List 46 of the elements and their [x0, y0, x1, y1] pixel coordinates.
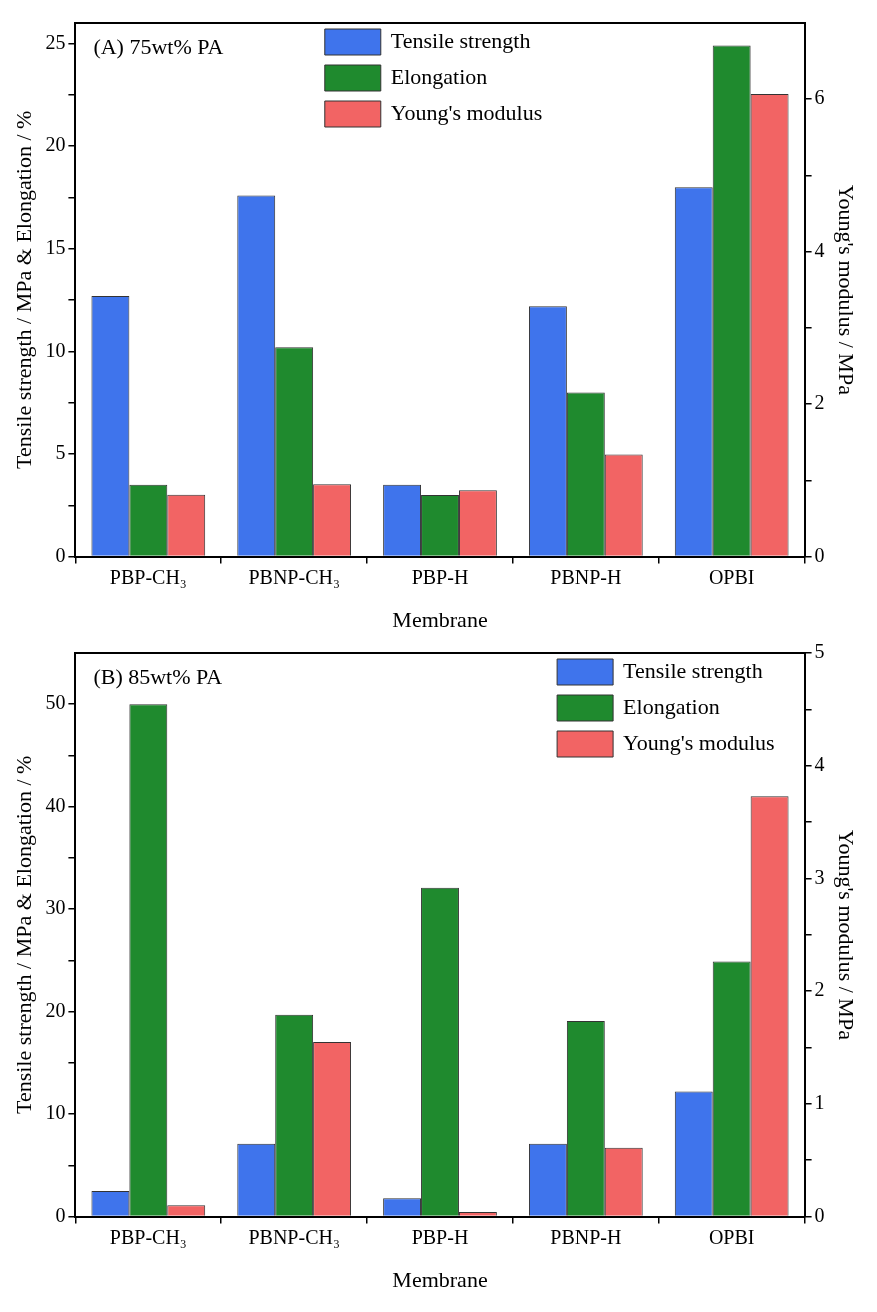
y2-tick-label: 1: [814, 1091, 825, 1114]
y-tick-label: 10: [45, 338, 66, 361]
y2-tick-label: 0: [814, 1203, 825, 1226]
legend-label: Young's modulus: [390, 99, 543, 125]
text: (A) 75wt% PA: [93, 33, 224, 59]
y-tick-label: 10: [45, 1101, 66, 1124]
x-axis-title: Membrane: [392, 606, 488, 632]
legend-label: Young's modulus: [623, 729, 775, 755]
legend-label: Elongation: [390, 63, 488, 89]
x-tick-label: PBP-H: [411, 565, 469, 588]
y2-axis-title: Young's modulus / MPa: [834, 184, 860, 396]
text: (B) 85wt% PA: [93, 663, 223, 689]
y-tick-label: 5: [55, 441, 66, 464]
y-axis-title: Tensile strength / MPa & Elongation / %: [10, 755, 36, 1114]
y2-tick-label: 2: [814, 978, 825, 1001]
y-tick-label: 25: [45, 30, 66, 53]
y2-tick-label: 6: [814, 86, 825, 109]
x-tick-label: OPBI: [708, 1225, 755, 1248]
x-tick-label: OPBI: [708, 565, 755, 588]
y-tick-label: 0: [55, 543, 66, 566]
y-tick-label: 30: [45, 896, 66, 919]
y2-tick-label: 3: [814, 865, 825, 888]
y-tick-label: 15: [45, 236, 66, 258]
x-tick-label: PBNP-H: [550, 565, 622, 588]
y2-tick-label: 4: [814, 752, 825, 775]
y2-tick-label: 0: [814, 543, 825, 566]
x-tick-label: PBNP-H: [550, 1225, 622, 1248]
legend-label: Tensile strength: [390, 27, 531, 53]
y2-tick-label: 5: [814, 640, 825, 663]
y-tick-label: 50: [45, 691, 66, 714]
y2-tick-label: 4: [814, 238, 825, 261]
y-tick-label: 20: [45, 133, 66, 156]
y2-tick-label: 2: [814, 391, 825, 414]
legend-label: Elongation: [623, 693, 720, 719]
x-tick-label: PBNP-CH₃: [248, 565, 340, 588]
y-tick-label: 0: [55, 1203, 66, 1226]
y-tick-label: 20: [45, 998, 66, 1021]
x-axis-title: Membrane: [392, 1266, 488, 1292]
y-tick-label: 40: [45, 793, 66, 816]
y2-axis-title: Young's modulus / MPa: [834, 829, 860, 1041]
y-axis-title: Tensile strength / MPa & Elongation / %: [10, 110, 36, 469]
legend-label: Tensile strength: [623, 657, 763, 683]
x-tick-label: PBP-CH₃: [109, 1225, 187, 1248]
x-tick-label: PBP-CH₃: [109, 565, 187, 588]
x-tick-label: PBP-H: [411, 1225, 469, 1248]
x-tick-label: PBNP-CH₃: [248, 1225, 340, 1248]
